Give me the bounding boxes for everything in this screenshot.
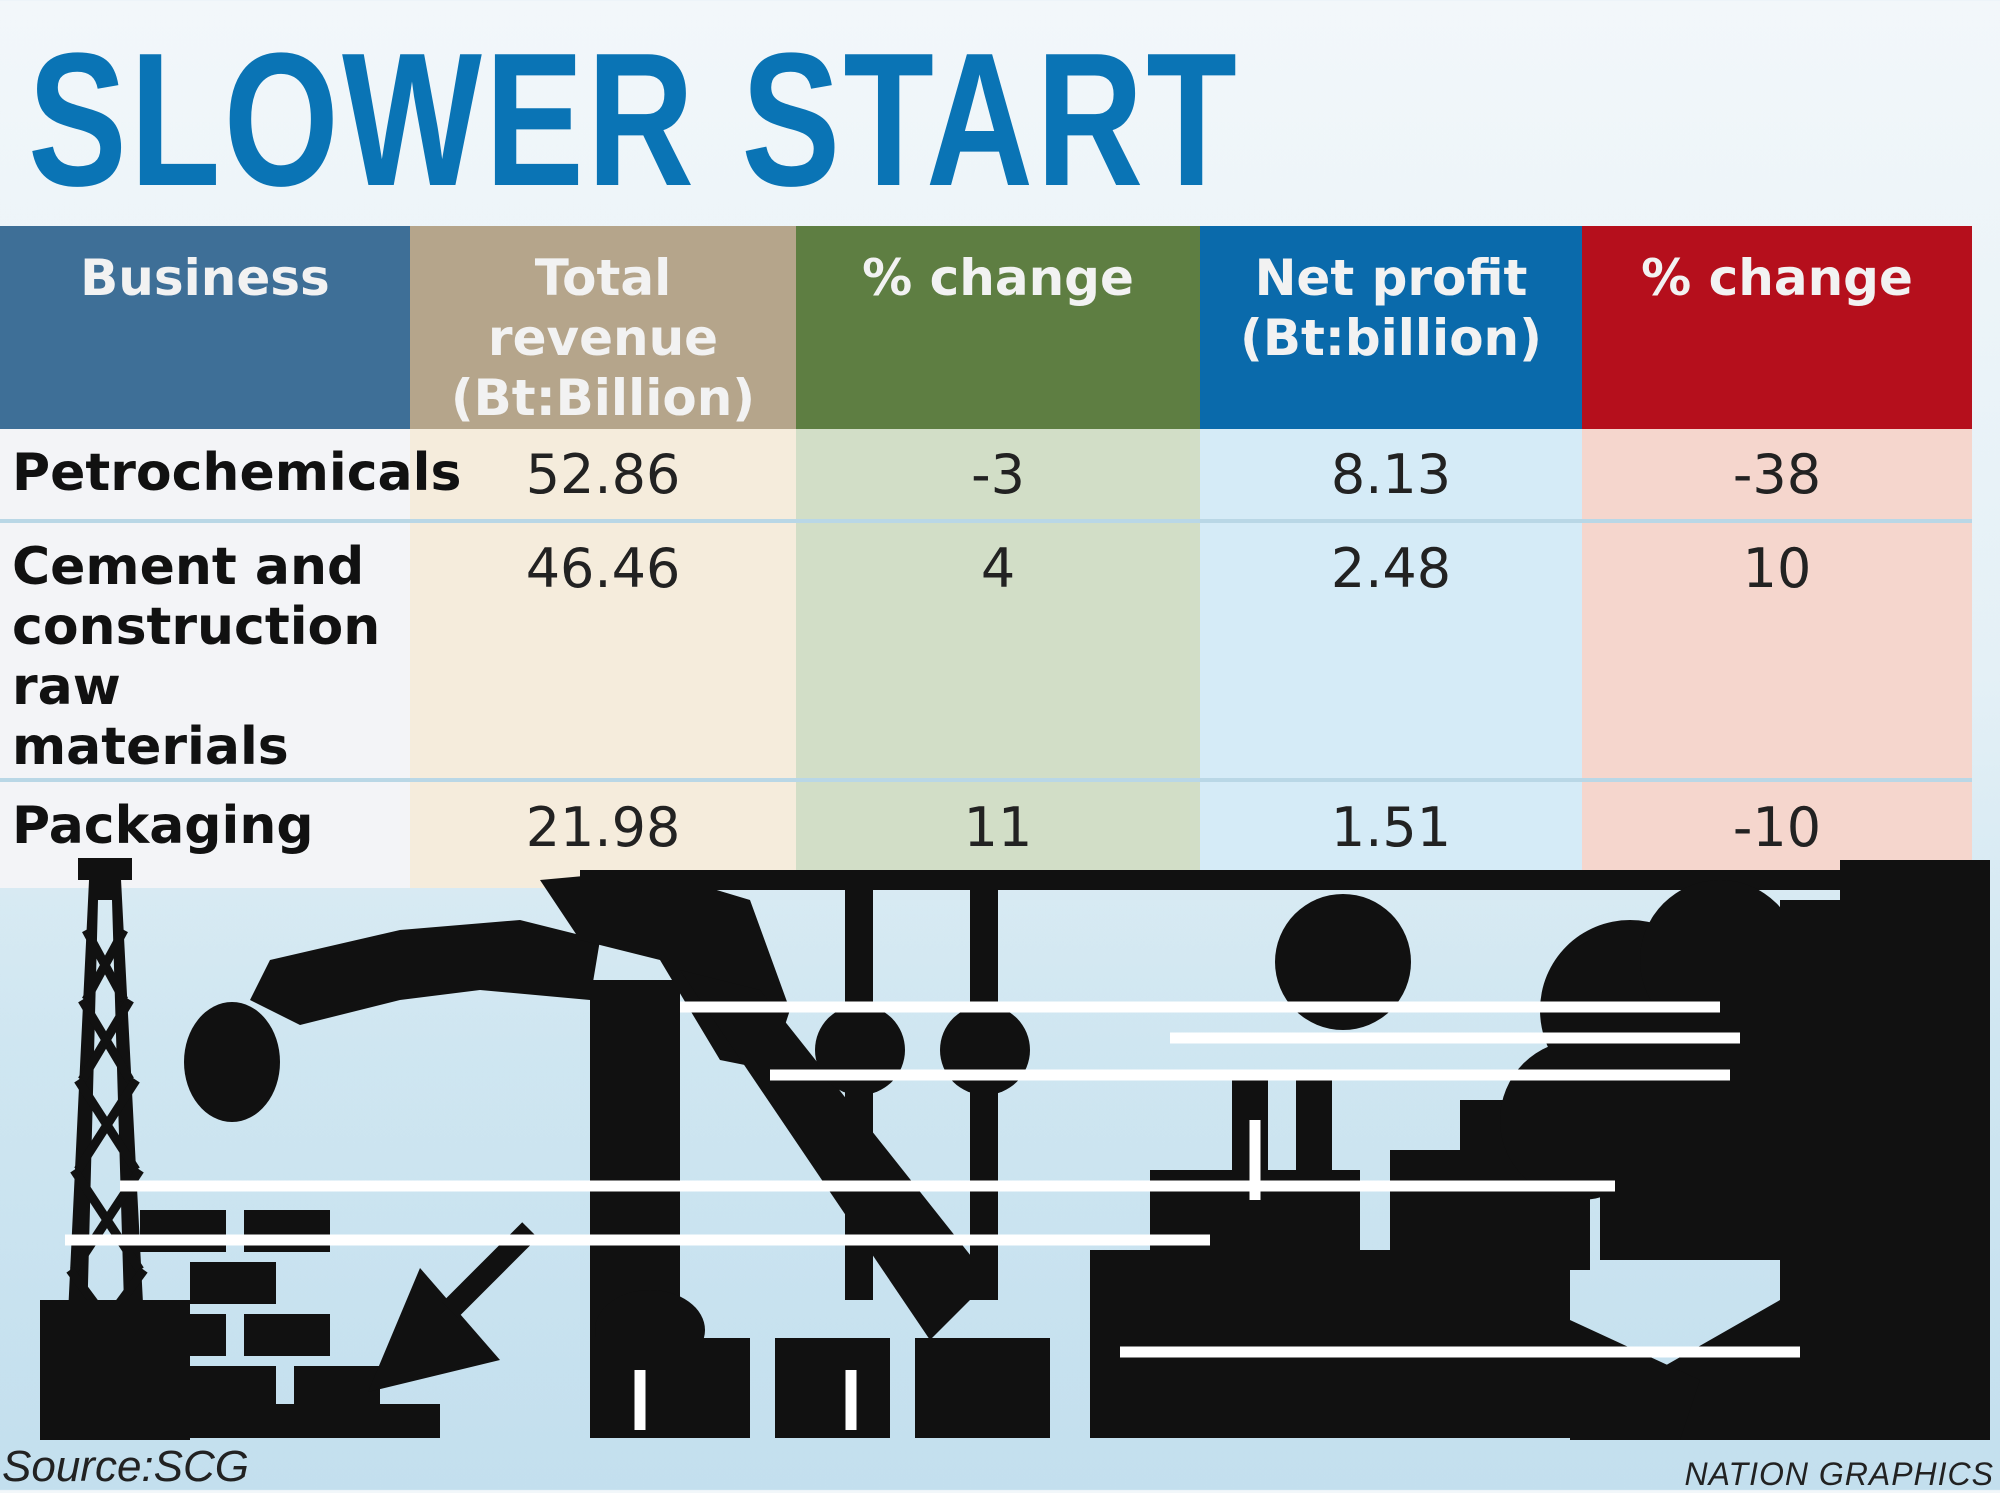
pump-jack-icon	[184, 870, 1990, 1438]
header-business: Business	[0, 226, 410, 429]
industrial-silhouette-illustration	[40, 858, 1990, 1440]
row-label-line: Cement and	[12, 537, 365, 597]
header-revenue-change: % change	[796, 226, 1200, 429]
header-total-revenue-line-1: Total revenue	[487, 249, 719, 367]
header-net-profit-line-1: Net profit	[1254, 249, 1528, 307]
row-label-line: construction	[12, 597, 381, 657]
table-row: Petrochemicals 52.86 -3 8.13 -38	[0, 429, 1972, 523]
row-label: Petrochemicals	[0, 429, 461, 523]
header-profit-change-line-1: % change	[1641, 249, 1913, 307]
factory-icon	[1150, 860, 1990, 1440]
header-profit-change: % change	[1582, 226, 1972, 429]
net-profit-cell: 8.13	[1200, 429, 1582, 523]
net-profit-cell: 2.48	[1200, 521, 1582, 782]
graphics-credit: NATION GRAPHICS	[1684, 1456, 1994, 1492]
header-revenue-change-line-1: % change	[862, 249, 1134, 307]
source-note: Source:SCG	[2, 1442, 249, 1491]
data-table: Business Total revenue (Bt:Billion) % ch…	[0, 226, 1972, 888]
page-title: SLOWER START	[28, 14, 1240, 226]
header-total-revenue: Total revenue (Bt:Billion)	[410, 226, 796, 429]
trowel-icon	[368, 1222, 538, 1392]
row-label: Cement and construction raw materials	[0, 521, 410, 782]
row-label-line: Petrochemicals	[12, 443, 462, 503]
revenue-change-cell: -3	[796, 429, 1200, 523]
table-row: Cement and construction raw materials 46…	[0, 521, 1972, 782]
revenue-cell: 52.86	[410, 429, 796, 523]
header-total-revenue-line-2: (Bt:Billion)	[450, 369, 756, 427]
revenue-change-cell: 4	[796, 521, 1200, 782]
profit-change-cell: -38	[1582, 429, 1972, 523]
revenue-cell: 46.46	[410, 521, 796, 782]
profit-change-cell: 10	[1582, 521, 1972, 782]
header-business-line-1: Business	[80, 249, 330, 307]
row-label-line: Packaging	[12, 796, 314, 856]
header-net-profit: Net profit (Bt:billion)	[1200, 226, 1582, 429]
row-label-line: raw materials	[12, 657, 289, 777]
speed-lines	[65, 1001, 1800, 1430]
header-net-profit-line-2: (Bt:billion)	[1239, 309, 1542, 367]
row-label: Packaging	[0, 780, 410, 888]
header-row: Business Total revenue (Bt:Billion) % ch…	[0, 226, 1972, 429]
